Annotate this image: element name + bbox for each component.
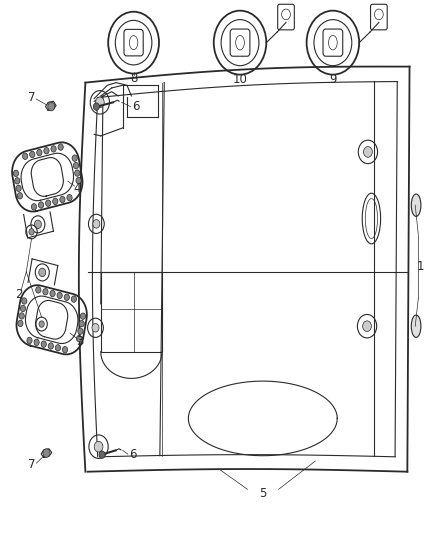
Circle shape bbox=[43, 288, 48, 295]
Circle shape bbox=[35, 220, 42, 229]
Circle shape bbox=[19, 313, 25, 319]
Text: 3: 3 bbox=[76, 335, 83, 348]
Circle shape bbox=[30, 151, 35, 158]
Circle shape bbox=[39, 321, 44, 327]
Text: 4: 4 bbox=[73, 182, 81, 195]
Circle shape bbox=[35, 287, 41, 293]
Circle shape bbox=[29, 229, 34, 235]
Circle shape bbox=[17, 192, 22, 199]
Text: 6: 6 bbox=[132, 100, 140, 113]
Circle shape bbox=[39, 202, 44, 208]
Text: 5: 5 bbox=[259, 487, 266, 499]
Text: 7: 7 bbox=[28, 458, 35, 471]
Circle shape bbox=[16, 185, 21, 191]
Circle shape bbox=[44, 148, 49, 154]
Text: 10: 10 bbox=[233, 73, 247, 86]
Circle shape bbox=[60, 196, 65, 203]
Circle shape bbox=[43, 449, 50, 457]
Circle shape bbox=[63, 346, 68, 353]
Circle shape bbox=[71, 296, 77, 302]
Circle shape bbox=[37, 149, 42, 156]
Circle shape bbox=[41, 341, 46, 348]
Circle shape bbox=[94, 441, 103, 452]
Circle shape bbox=[51, 146, 56, 152]
Circle shape bbox=[48, 102, 55, 111]
Circle shape bbox=[57, 292, 62, 298]
Text: 8: 8 bbox=[130, 72, 137, 85]
Text: 2: 2 bbox=[14, 288, 22, 301]
Circle shape bbox=[78, 328, 83, 334]
Circle shape bbox=[95, 97, 104, 108]
Circle shape bbox=[93, 220, 100, 228]
Circle shape bbox=[50, 290, 55, 297]
Circle shape bbox=[77, 335, 82, 342]
Circle shape bbox=[20, 305, 25, 312]
Circle shape bbox=[93, 103, 99, 110]
Circle shape bbox=[67, 195, 72, 201]
Ellipse shape bbox=[411, 194, 421, 216]
Text: 6: 6 bbox=[129, 448, 137, 461]
Circle shape bbox=[92, 324, 99, 332]
Circle shape bbox=[58, 144, 64, 150]
Circle shape bbox=[48, 343, 53, 349]
Circle shape bbox=[72, 155, 78, 161]
Text: 7: 7 bbox=[28, 91, 35, 103]
Circle shape bbox=[76, 177, 81, 184]
Circle shape bbox=[31, 204, 36, 210]
Circle shape bbox=[14, 170, 19, 176]
Circle shape bbox=[74, 163, 79, 169]
Circle shape bbox=[22, 153, 28, 159]
Circle shape bbox=[79, 320, 84, 327]
Circle shape bbox=[364, 147, 372, 157]
Circle shape bbox=[27, 337, 32, 344]
Ellipse shape bbox=[411, 315, 421, 337]
Circle shape bbox=[80, 313, 85, 319]
Circle shape bbox=[15, 177, 20, 184]
Circle shape bbox=[99, 451, 105, 458]
Text: 9: 9 bbox=[329, 73, 337, 86]
Text: 1: 1 bbox=[417, 260, 424, 273]
Circle shape bbox=[34, 339, 39, 345]
Circle shape bbox=[21, 298, 27, 304]
Circle shape bbox=[74, 170, 80, 176]
Circle shape bbox=[39, 268, 46, 277]
Circle shape bbox=[18, 320, 23, 327]
Circle shape bbox=[363, 321, 371, 332]
Circle shape bbox=[55, 345, 60, 351]
Circle shape bbox=[64, 294, 69, 301]
Circle shape bbox=[53, 198, 58, 205]
Circle shape bbox=[46, 200, 51, 206]
